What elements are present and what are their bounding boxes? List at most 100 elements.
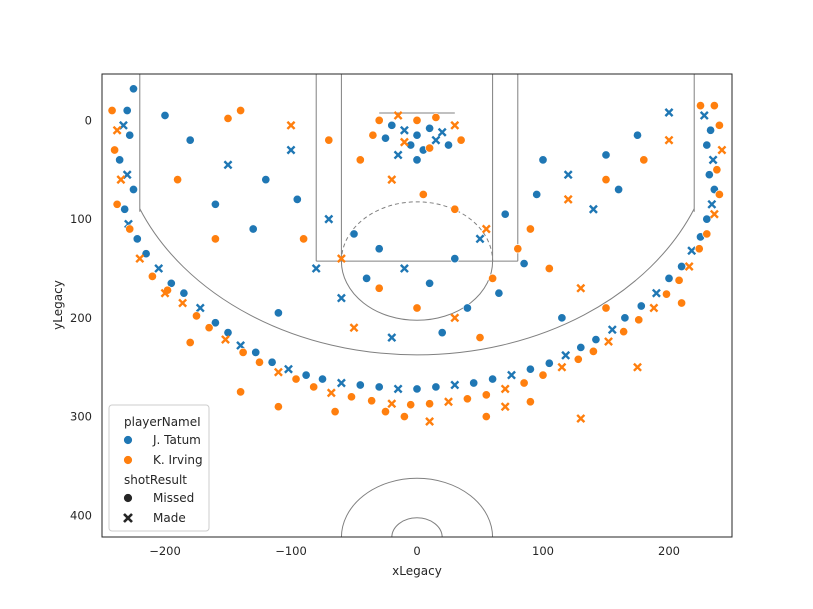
point-tatum-27 (412, 384, 422, 394)
point-tatum-49 (704, 170, 714, 180)
point-irving-91 (633, 362, 642, 372)
point-irving-89 (236, 387, 246, 397)
point-irving-63 (431, 112, 441, 122)
legend-box (108, 404, 210, 532)
point-irving-21 (387, 399, 397, 409)
y-tick-label: 0 (85, 113, 92, 127)
point-irving-83 (475, 333, 485, 343)
point-tatum-96 (273, 308, 283, 318)
point-irving-52 (387, 175, 397, 185)
point-tatum-99 (437, 328, 447, 338)
point-irving-51 (355, 155, 365, 165)
point-irving-54 (450, 204, 460, 214)
point-tatum-77 (431, 135, 441, 145)
point-irving-62 (412, 115, 422, 125)
point-irving-56 (513, 244, 523, 254)
point-tatum-30 (469, 378, 479, 388)
point-tatum-97 (557, 313, 567, 323)
point-irving-97 (500, 402, 510, 412)
point-irving-55 (481, 224, 491, 234)
point-irving-99 (695, 101, 706, 111)
point-tatum-9 (132, 234, 142, 244)
point-tatum-71 (399, 125, 409, 135)
point-irving-9 (178, 298, 188, 308)
point-irving-12 (221, 335, 230, 345)
point-irving-75 (525, 224, 535, 234)
point-tatum-13 (179, 288, 189, 298)
point-irving-42 (709, 209, 719, 219)
point-tatum-66 (532, 189, 542, 199)
point-irving-14 (254, 357, 265, 367)
point-tatum-3 (125, 130, 135, 140)
point-tatum-44 (687, 246, 697, 256)
point-tatum-57 (292, 194, 302, 204)
x-axis-ticks: −200 −100 0 100 200 (149, 544, 680, 558)
point-irving-23 (425, 399, 435, 409)
point-irving-22 (406, 400, 416, 410)
point-tatum-29 (450, 380, 460, 390)
point-tatum-40 (636, 301, 646, 311)
point-irving-1 (112, 125, 122, 135)
point-tatum-38 (607, 325, 617, 335)
legend: playerNameI J. Tatum K. Irving shotResul… (108, 404, 210, 532)
point-tatum-98 (387, 333, 397, 343)
point-irving-71 (374, 283, 384, 293)
point-irving-87 (481, 412, 491, 422)
point-tatum-39 (620, 313, 630, 323)
point-tatum-1 (122, 105, 132, 116)
point-irving-60 (374, 115, 384, 125)
point-tatum-78 (380, 133, 391, 143)
legend-entry-missed: Missed (153, 491, 194, 505)
point-irving-29 (538, 370, 548, 380)
legend-marker-tatum (123, 435, 133, 445)
point-tatum-88 (248, 224, 258, 234)
point-irving-53 (418, 189, 428, 199)
point-tatum-41 (651, 288, 661, 298)
point-tatum-90 (210, 199, 220, 209)
point-tatum-84 (462, 303, 472, 313)
x-tick-label: 200 (658, 544, 680, 558)
point-irving-2 (110, 145, 120, 155)
point-tatum-25 (374, 382, 384, 392)
point-tatum-11 (154, 264, 164, 273)
point-tatum-15 (210, 318, 220, 328)
point-tatum-68 (601, 150, 611, 160)
point-irving-43 (714, 189, 724, 199)
point-irving-4 (112, 199, 122, 209)
point-irving-98 (223, 113, 233, 123)
point-tatum-73 (425, 123, 435, 133)
point-irving-82 (349, 323, 359, 333)
point-tatum-63 (450, 254, 460, 264)
point-tatum-18 (251, 347, 261, 357)
point-irving-73 (450, 313, 460, 323)
point-irving-19 (346, 392, 357, 402)
point-tatum-36 (576, 342, 586, 353)
x-tick-label: 0 (413, 544, 420, 558)
point-tatum-83 (336, 293, 346, 303)
point-irving-74 (488, 273, 498, 283)
free-throw-circle-bottom (340, 261, 494, 321)
point-irving-10 (191, 311, 202, 321)
point-irving-17 (309, 382, 319, 392)
point-tatum-52 (706, 125, 716, 135)
three-point-arc (139, 208, 695, 356)
point-tatum-19 (267, 357, 277, 367)
point-tatum-65 (500, 209, 510, 219)
point-tatum-56 (261, 175, 271, 185)
point-tatum-79 (443, 140, 454, 150)
point-irving-38 (674, 275, 684, 285)
point-tatum-91 (614, 184, 624, 195)
point-irving-40 (694, 244, 704, 254)
point-irving-85 (425, 417, 435, 426)
point-tatum-26 (393, 384, 403, 394)
point-irving-33 (604, 337, 613, 346)
y-axis-ticks: 0 100 200 300 400 (70, 113, 92, 522)
point-irving-81 (210, 234, 220, 244)
point-tatum-82 (362, 273, 372, 283)
point-tatum-95 (664, 108, 674, 117)
y-tick-label: 300 (70, 410, 92, 424)
point-irving-0 (107, 105, 117, 116)
point-irving-79 (664, 135, 674, 145)
point-irving-26 (481, 390, 491, 400)
